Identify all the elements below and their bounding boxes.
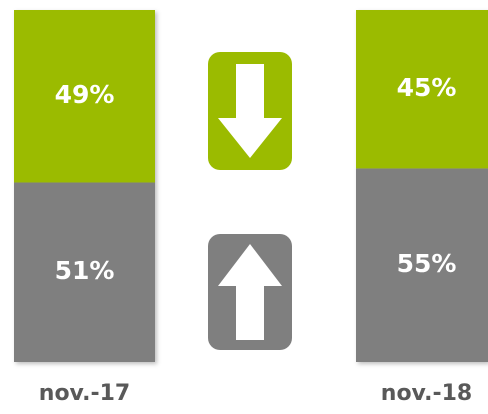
- down-arrow-icon: [208, 52, 292, 170]
- value-label: 45%: [397, 73, 457, 102]
- up-arrow-icon: [208, 234, 292, 350]
- bar-segment: [356, 10, 488, 169]
- value-label: 49%: [55, 80, 115, 109]
- bar-segment: [14, 182, 155, 362]
- bar-stack: [14, 10, 155, 362]
- value-label: 55%: [397, 249, 457, 278]
- x-tick-label: nov.-17: [39, 381, 130, 406]
- bar-stack: [356, 10, 488, 362]
- x-tick-label: nov.-18: [381, 381, 472, 406]
- bar-segment: [356, 168, 488, 362]
- bar-segment: [14, 10, 155, 183]
- value-label: 51%: [55, 256, 115, 285]
